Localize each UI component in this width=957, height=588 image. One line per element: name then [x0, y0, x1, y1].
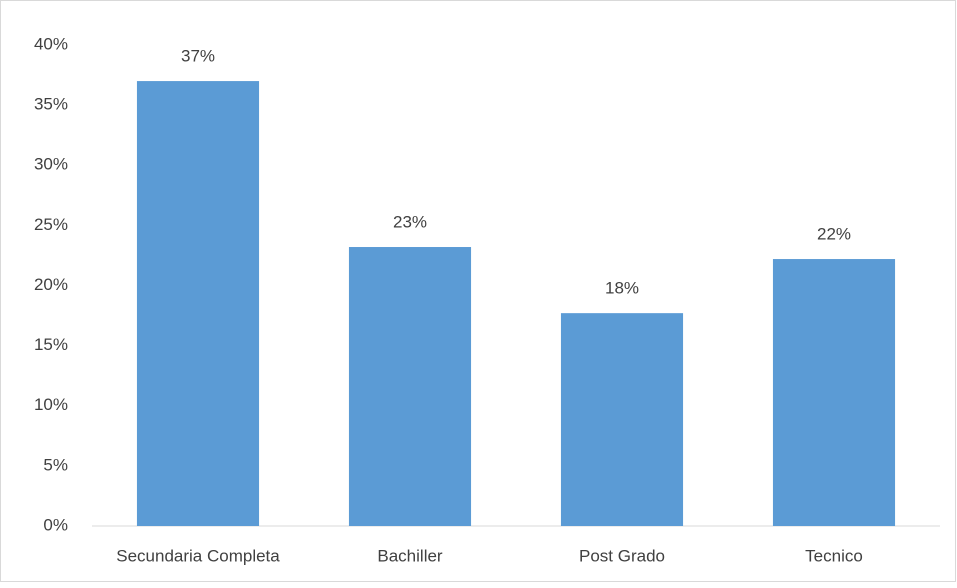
y-tick-label: 0%	[43, 515, 68, 534]
bar	[348, 247, 472, 526]
data-label: 37%	[181, 47, 215, 66]
bar	[560, 313, 684, 526]
data-label: 22%	[817, 225, 851, 244]
y-tick-label: 30%	[34, 155, 68, 174]
bar	[772, 259, 896, 526]
y-tick-label: 15%	[34, 335, 68, 354]
y-tick-label: 35%	[34, 95, 68, 114]
y-tick-label: 25%	[34, 215, 68, 234]
y-tick-label: 10%	[34, 395, 68, 414]
y-tick-label: 20%	[34, 275, 68, 294]
x-tick-label: Bachiller	[377, 546, 443, 565]
bar	[136, 81, 260, 526]
x-tick-label: Secundaria Completa	[116, 546, 280, 565]
data-label: 23%	[393, 213, 427, 232]
x-tick-label: Tecnico	[805, 546, 863, 565]
data-label: 18%	[605, 279, 639, 298]
x-tick-label: Post Grado	[579, 546, 665, 565]
y-tick-label: 40%	[34, 34, 68, 53]
y-tick-label: 5%	[43, 455, 68, 474]
